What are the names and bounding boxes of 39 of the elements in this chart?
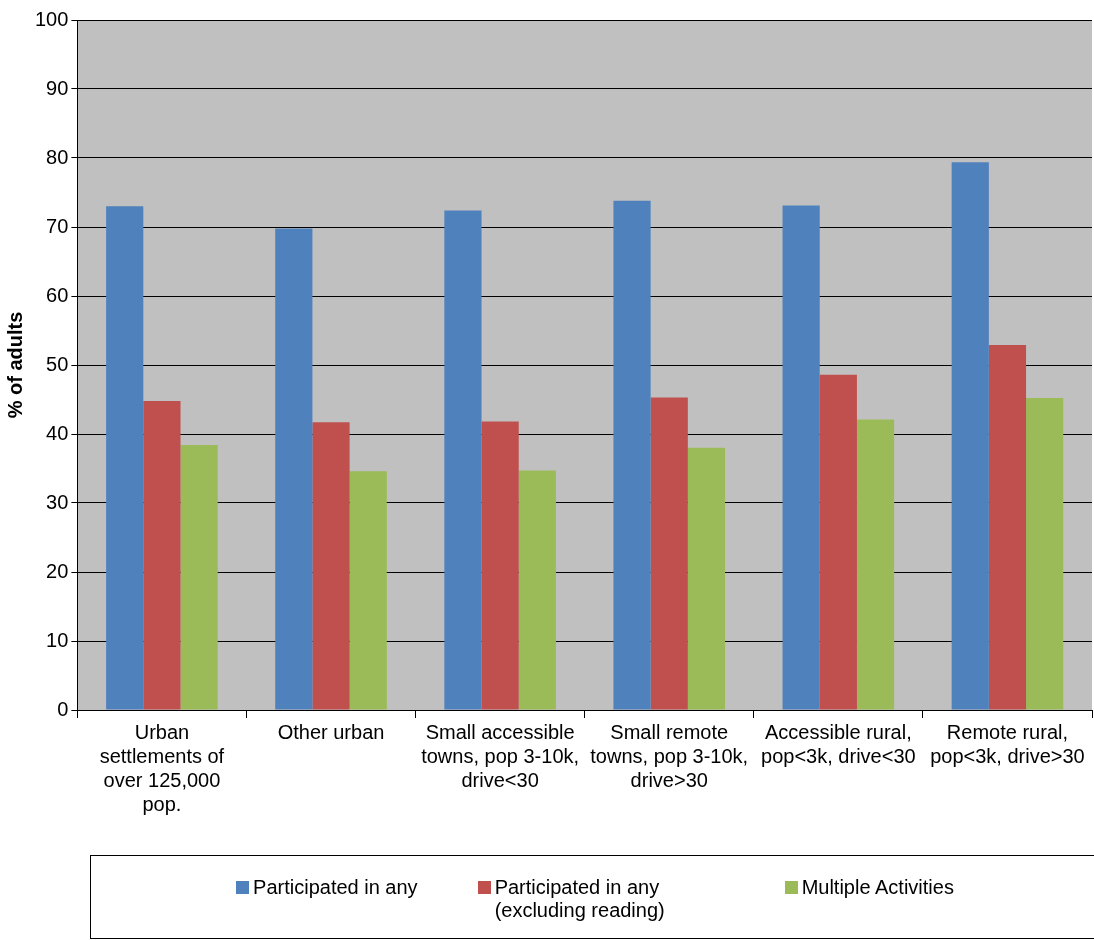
y-tick-label: 100 (34, 7, 69, 30)
bar (275, 228, 313, 710)
y-tick-label: 40 (46, 421, 69, 444)
y-tick-label: 70 (46, 214, 69, 237)
bar (951, 162, 989, 710)
bar (687, 447, 726, 710)
y-tick-label: 90 (46, 76, 69, 99)
y-tick-label: 50 (46, 352, 69, 375)
legend-label: Multiple Activities (801, 876, 954, 899)
bar (444, 210, 482, 710)
x-tick-label: Other urban (277, 720, 385, 743)
bar (1026, 398, 1064, 710)
y-tick-label: 30 (46, 490, 69, 513)
x-tick-label: Small accessible towns, pop 3-10k, drive<30 (421, 720, 580, 791)
x-tick-label: Urban settlements of over 125,000 pop. (99, 720, 225, 815)
y-tick-label: 60 (46, 283, 69, 306)
bar (481, 421, 519, 710)
y-tick-label: 80 (46, 145, 69, 168)
bar (650, 397, 688, 710)
y-tick-label: 10 (46, 628, 69, 651)
bar (988, 344, 1027, 710)
x-tick-label: Small remote towns, pop 3-10k, drive>30 (590, 720, 749, 791)
bar (106, 206, 144, 710)
legend-label: Participated in any (253, 876, 418, 899)
bar (613, 200, 651, 710)
bar (782, 205, 820, 710)
bar (518, 470, 556, 710)
x-tick-label: Remote rural, pop<3k, drive>30 (930, 720, 1085, 767)
legend-label: Participated in any (excluding reading) (494, 876, 666, 922)
y-tick-label: 20 (46, 559, 69, 582)
y-tick-label: 0 (57, 697, 69, 720)
bar (312, 422, 350, 710)
bar (349, 471, 387, 710)
bar (180, 445, 218, 710)
bar (856, 419, 895, 710)
bar (143, 400, 181, 710)
x-tick-label: Accessible rural, pop<3k, drive<30 (761, 720, 916, 767)
y-axis-title: % of adults (3, 311, 26, 419)
bar (819, 374, 857, 710)
